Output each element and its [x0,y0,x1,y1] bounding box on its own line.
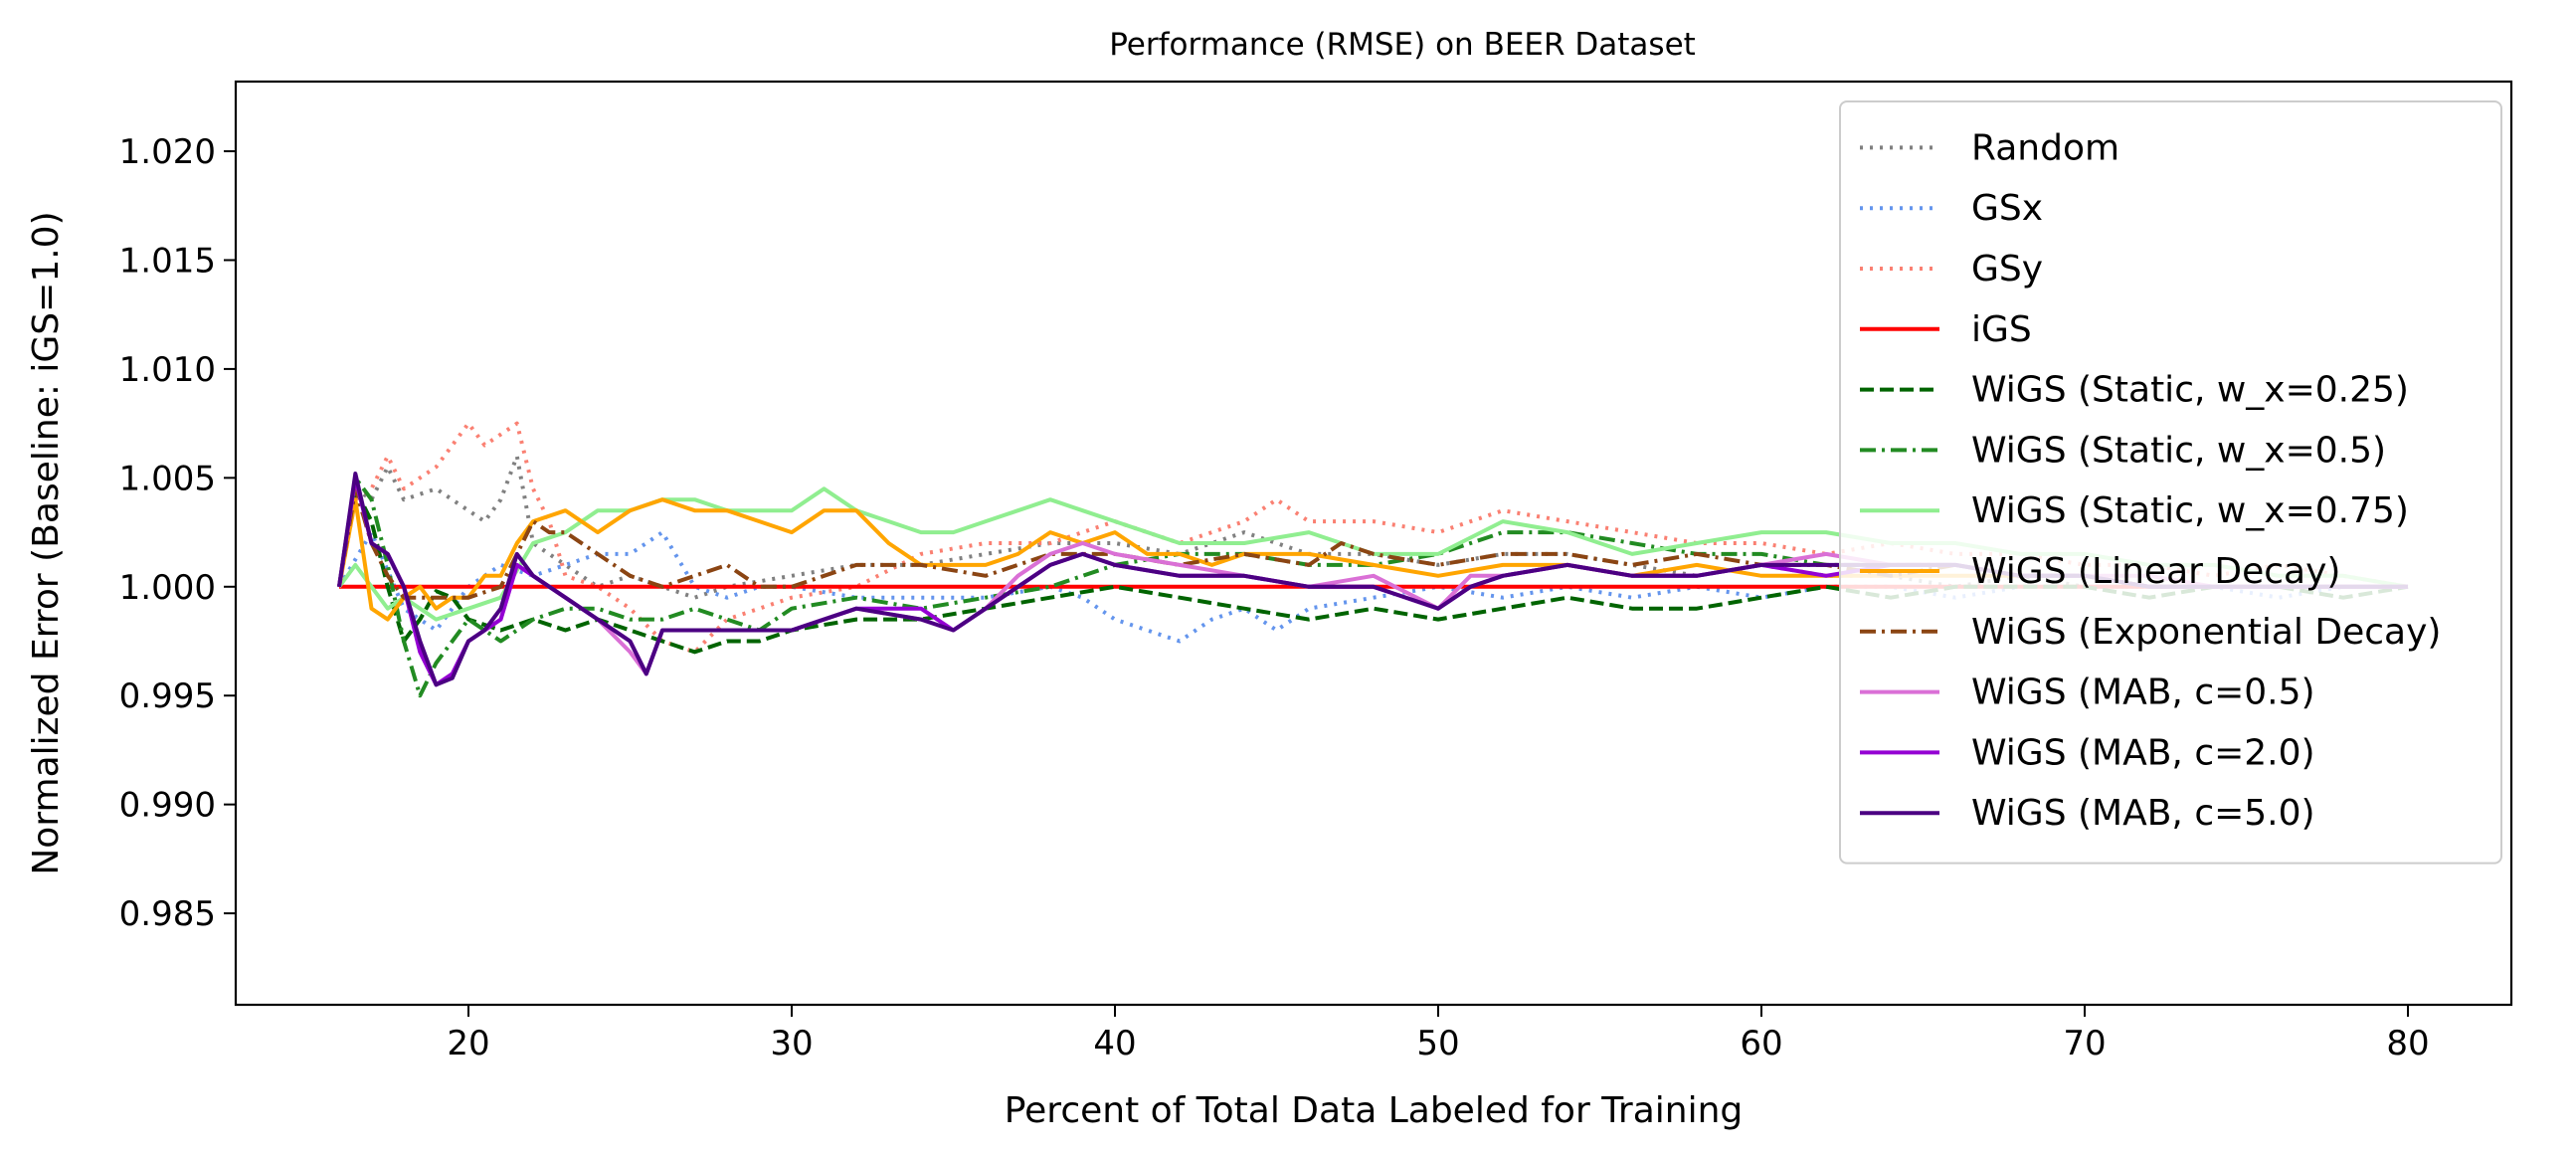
x-tick-label: 70 [2063,1024,2106,1063]
y-axis-label: Normalized Error (Baseline: iGS=1.0) [26,211,67,874]
y-tick-label: 1.000 [119,568,216,608]
y-tick-label: 1.010 [119,350,216,390]
legend-label-wigs-mab-c-0-5: WiGS (MAB, c=0.5) [1971,673,2315,713]
x-axis: 20 30 40 50 60 70 80 [447,1005,2430,1063]
x-tick-label: 60 [1740,1024,1782,1063]
chart-title: Performance (RMSE) on BEER Dataset [1109,27,1696,63]
legend-label-wigs-linear-decay: WiGS (Linear Decay) [1971,551,2340,592]
y-tick-label: 0.985 [119,894,216,934]
legend-label-random: Random [1971,127,2119,168]
y-tick-label: 1.015 [119,241,216,281]
legend-label-igs: iGS [1971,309,2032,350]
x-tick-label: 80 [2386,1024,2429,1063]
legend-label-gsx: GSx [1971,188,2043,229]
x-axis-label: Percent of Total Data Labeled for Traini… [1005,1090,1744,1131]
legend-label-wigs-static-w-x-0-75: WiGS (Static, w_x=0.75) [1971,490,2409,531]
x-tick-label: 40 [1093,1024,1136,1063]
legend-box [1839,100,2502,865]
legend-label-wigs-mab-c-2-0: WiGS (MAB, c=2.0) [1971,732,2315,773]
y-axis: 0.985 0.990 0.995 1.000 1.005 1.010 1.015 1.020 [119,132,236,934]
y-tick-label: 0.995 [119,676,216,716]
y-tick-label: 0.990 [119,786,216,826]
x-tick-label: 30 [770,1024,813,1063]
legend: Random GSx GSy iGS WiGS (Static, w_x=0.25) Wi… [1839,100,2502,865]
legend-label-wigs-static-w-x-0-25: WiGS (Static, w_x=0.25) [1971,370,2409,411]
legend-label-wigs-mab-c-5-0: WiGS (MAB, c=5.0) [1971,793,2315,834]
plot-frame [234,80,2513,1007]
legend-label-wigs-static-w-x-0-5: WiGS (Static, w_x=0.5) [1971,430,2386,471]
x-tick-label: 20 [447,1024,489,1063]
legend-label-wigs-exponential-decay: WiGS (Exponential Decay) [1971,612,2441,653]
y-tick-label: 1.005 [119,459,216,498]
legend-label-gsy: GSy [1971,249,2043,289]
x-tick-label: 50 [1416,1024,1459,1063]
y-tick-label: 1.020 [119,132,216,172]
